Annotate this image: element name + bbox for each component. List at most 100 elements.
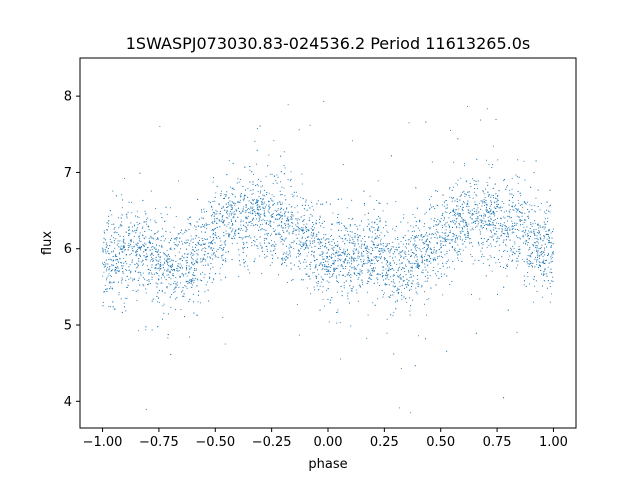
data-point <box>542 240 544 242</box>
data-point <box>120 223 122 226</box>
data-point <box>528 249 530 251</box>
data-point <box>104 249 106 251</box>
data-point <box>370 246 372 249</box>
data-point <box>468 212 470 214</box>
data-point <box>226 174 228 176</box>
data-point <box>204 243 206 245</box>
data-point <box>136 245 138 247</box>
data-point <box>122 265 124 267</box>
data-point <box>441 224 443 226</box>
data-point <box>180 229 182 231</box>
data-point <box>140 275 142 277</box>
data-point <box>531 265 533 267</box>
data-point <box>167 254 169 256</box>
data-point <box>397 293 399 295</box>
data-point <box>532 262 534 265</box>
data-point <box>426 280 428 282</box>
data-point <box>183 295 185 297</box>
data-point <box>466 205 468 207</box>
data-point <box>109 238 111 241</box>
data-point <box>130 252 132 255</box>
data-point <box>474 259 476 261</box>
data-point <box>483 193 485 195</box>
data-point <box>527 233 529 235</box>
data-point <box>382 269 384 271</box>
data-point <box>194 250 196 252</box>
data-point <box>234 231 236 233</box>
data-point <box>245 261 247 263</box>
data-point <box>395 246 397 248</box>
data-point <box>291 211 293 214</box>
data-point <box>116 258 118 261</box>
data-point <box>221 244 223 246</box>
data-point <box>452 214 454 216</box>
data-point <box>237 178 239 180</box>
data-point <box>193 282 195 284</box>
data-point <box>186 260 188 262</box>
data-point <box>365 249 367 251</box>
data-point <box>292 196 294 198</box>
data-point <box>328 266 330 268</box>
data-point <box>360 247 362 249</box>
data-point <box>458 208 460 210</box>
data-point <box>200 302 202 304</box>
data-point <box>424 266 426 268</box>
data-point <box>293 228 295 230</box>
data-point <box>242 251 244 253</box>
data-point <box>120 245 122 247</box>
data-point <box>541 253 543 255</box>
data-point <box>181 273 183 275</box>
data-point <box>165 261 168 263</box>
data-point <box>436 237 438 239</box>
data-point <box>434 232 436 234</box>
data-point <box>498 238 500 240</box>
data-point <box>247 187 249 189</box>
data-point <box>441 255 443 257</box>
data-point <box>382 210 384 212</box>
data-point <box>187 218 189 220</box>
data-point <box>140 271 142 273</box>
data-point <box>153 238 155 240</box>
data-point <box>327 238 329 240</box>
data-point <box>120 248 122 250</box>
data-point <box>410 288 412 290</box>
data-point <box>508 210 510 212</box>
data-point <box>444 234 446 237</box>
data-point <box>205 284 207 286</box>
data-point <box>481 242 483 245</box>
data-point <box>466 180 468 182</box>
data-point <box>302 232 304 234</box>
data-point <box>167 313 169 315</box>
data-point <box>131 259 133 261</box>
data-point <box>481 219 483 221</box>
data-point <box>454 241 456 243</box>
data-point <box>108 273 110 275</box>
data-point <box>524 232 526 234</box>
data-point <box>267 250 269 252</box>
data-point <box>202 248 204 250</box>
data-point <box>445 262 447 264</box>
data-point <box>494 183 496 185</box>
data-point <box>193 269 195 272</box>
data-point <box>497 223 499 225</box>
data-point <box>415 244 417 246</box>
data-point <box>241 247 244 249</box>
data-point <box>289 244 291 246</box>
data-point <box>325 201 327 203</box>
data-point <box>164 262 166 264</box>
data-point <box>425 232 427 234</box>
data-point <box>185 265 187 267</box>
data-point <box>462 209 464 212</box>
data-point <box>348 275 351 277</box>
data-point <box>276 233 278 235</box>
data-point <box>239 194 241 196</box>
data-point <box>190 256 193 258</box>
data-point <box>350 267 353 269</box>
data-point <box>424 280 426 282</box>
data-point <box>151 266 153 268</box>
data-point <box>236 182 238 184</box>
data-point <box>331 247 333 249</box>
data-point <box>344 243 346 245</box>
data-point <box>333 272 335 274</box>
data-point <box>436 257 439 259</box>
